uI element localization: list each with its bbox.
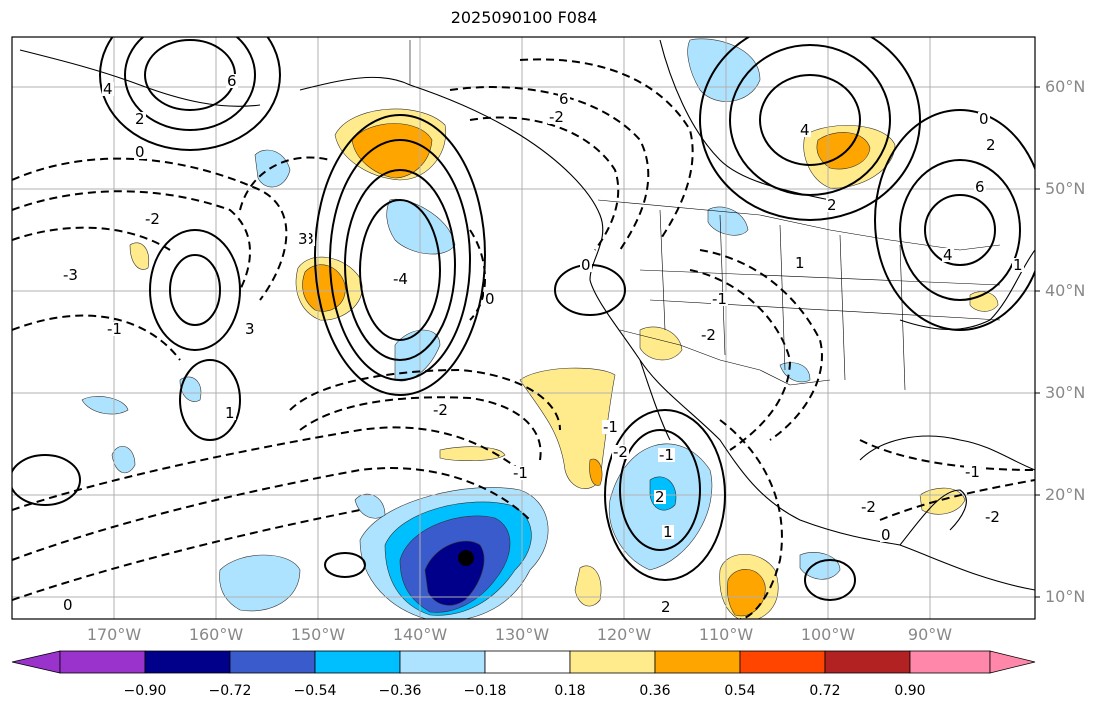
colorbar-tick-label: −0.18 <box>463 683 507 699</box>
lat-label-50n: 50°N <box>1045 179 1086 198</box>
contour-label: 4 <box>942 246 954 264</box>
colorbar-segment-0b <box>59 650 146 674</box>
contour-label: 1 <box>662 523 674 541</box>
colorbar-tick-label: 0.54 <box>724 683 756 699</box>
contours-positive <box>12 37 1035 601</box>
lat-label-20n: 20°N <box>1045 485 1086 504</box>
colorbar-segment-8 <box>739 650 826 674</box>
contour-label: 0 <box>978 110 990 128</box>
contour-label: -2 <box>548 108 565 126</box>
colorbar-tick-label: 0.90 <box>894 683 926 699</box>
contour-label: 3 <box>297 230 309 248</box>
colorbar-segment-2 <box>229 650 316 674</box>
contour-label: -2 <box>144 210 161 228</box>
map-title: 2025090100 F084 <box>450 8 598 27</box>
lon-label-90w: 90°W <box>907 625 953 644</box>
lon-label-160w: 160°W <box>188 625 244 644</box>
colorbar-tick-label: −0.72 <box>208 683 252 699</box>
coastlines <box>19 39 1035 591</box>
colorbar-segment-9 <box>824 650 911 674</box>
contour-label: 1 <box>794 254 806 272</box>
contour-label: 0 <box>880 526 892 544</box>
contour-label: -1 <box>106 320 123 338</box>
lon-label-110w: 110°W <box>698 625 754 644</box>
colorbar-tick-label: −0.36 <box>378 683 422 699</box>
contour-label: 0 <box>484 290 496 308</box>
contour-label: -4 <box>392 270 409 288</box>
storm-center-marker <box>458 550 474 566</box>
map-plot-area <box>12 37 1035 619</box>
contour-label: 2 <box>660 598 672 616</box>
lon-label-170w: 170°W <box>86 625 142 644</box>
colorbar-tick-label: 0.72 <box>809 683 841 699</box>
contour-label: 0 <box>134 143 146 161</box>
lat-label-30n: 30°N <box>1045 383 1086 402</box>
contour-label: 0 <box>62 596 74 614</box>
contour-label: 6 <box>226 72 238 90</box>
colorbar-segment-3 <box>314 650 401 674</box>
colorbar-segment-0 <box>11 650 61 674</box>
colorbar-segment-10b <box>989 650 1036 674</box>
colorbar-tick-label: 0.36 <box>639 683 671 699</box>
contour-label: 2 <box>826 196 838 214</box>
colorbar-segment-7 <box>654 650 741 674</box>
colorbar-tick-label: −0.90 <box>123 683 167 699</box>
contour-label: 2 <box>654 488 666 506</box>
colorbar-tick-label: −0.54 <box>293 683 337 699</box>
contour-label: 1 <box>1012 256 1024 274</box>
contour-label: -2 <box>984 508 1001 526</box>
contours-negative <box>12 58 1035 619</box>
map-frame <box>11 36 1036 620</box>
contour-label: -1 <box>711 290 728 308</box>
contour-label: 2 <box>134 110 146 128</box>
colorbar-tick-label: 0.18 <box>554 683 586 699</box>
contour-label: -1 <box>964 463 981 481</box>
lon-label-130w: 130°W <box>494 625 550 644</box>
lon-label-150w: 150°W <box>290 625 346 644</box>
contour-label: -2 <box>432 401 449 419</box>
contour-label: 0 <box>580 256 592 274</box>
lon-label-100w: 100°W <box>800 625 856 644</box>
contour-label: -1 <box>512 464 529 482</box>
colorbar-segment-1 <box>144 650 231 674</box>
contour-label: -2 <box>612 443 629 461</box>
colorbar <box>11 650 1036 674</box>
lat-label-60n: 60°N <box>1045 77 1086 96</box>
contour-label: -2 <box>700 326 717 344</box>
contour-label: 4 <box>102 80 114 98</box>
axis-ticks <box>1035 86 1040 598</box>
lon-label-140w: 140°W <box>392 625 448 644</box>
lon-label-120w: 120°W <box>596 625 652 644</box>
lat-label-40n: 40°N <box>1045 281 1086 300</box>
contour-label: -1 <box>658 446 675 464</box>
contour-label: 1 <box>224 404 236 422</box>
contour-label: 4 <box>799 121 811 139</box>
colorbar-segment-6 <box>569 650 656 674</box>
colorbar-segment-4 <box>399 650 486 674</box>
contour-label: 3 <box>244 320 256 338</box>
contour-label: -3 <box>62 266 79 284</box>
contour-label: 2 <box>985 136 997 154</box>
country-state-borders <box>409 40 1001 391</box>
lat-lon-grid <box>12 37 1035 619</box>
colorbar-segment-5 <box>484 650 571 674</box>
contour-label: 6 <box>974 178 986 196</box>
contour-label: -2 <box>860 498 877 516</box>
colorbar-segment-10 <box>909 650 991 674</box>
lat-label-10n: 10°N <box>1045 587 1086 606</box>
anomaly-fills <box>81 38 999 619</box>
contour-label: -1 <box>602 418 619 436</box>
contour-label: 6 <box>558 90 570 108</box>
